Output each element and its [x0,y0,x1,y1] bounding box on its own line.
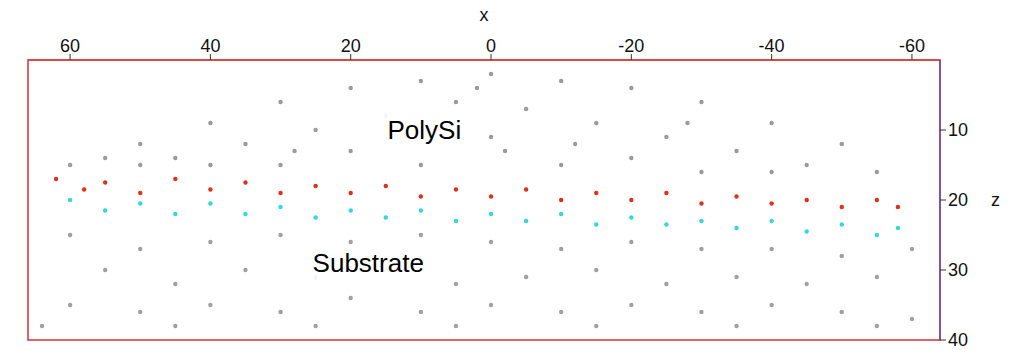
svg-text:-20: -20 [618,36,644,56]
svg-text:z: z [991,190,1000,210]
svg-text:20: 20 [341,36,361,56]
svg-text:x: x [480,5,489,25]
svg-text:-40: -40 [759,36,785,56]
svg-text:20: 20 [948,190,968,210]
svg-text:40: 40 [200,36,220,56]
svg-text:-60: -60 [899,36,925,56]
svg-text:40: 40 [948,330,968,350]
svg-text:30: 30 [948,260,968,280]
svg-text:Substrate: Substrate [313,248,424,278]
svg-text:10: 10 [948,120,968,140]
svg-text:PolySi: PolySi [388,115,462,145]
svg-text:0: 0 [486,36,496,56]
svg-text:60: 60 [60,36,80,56]
